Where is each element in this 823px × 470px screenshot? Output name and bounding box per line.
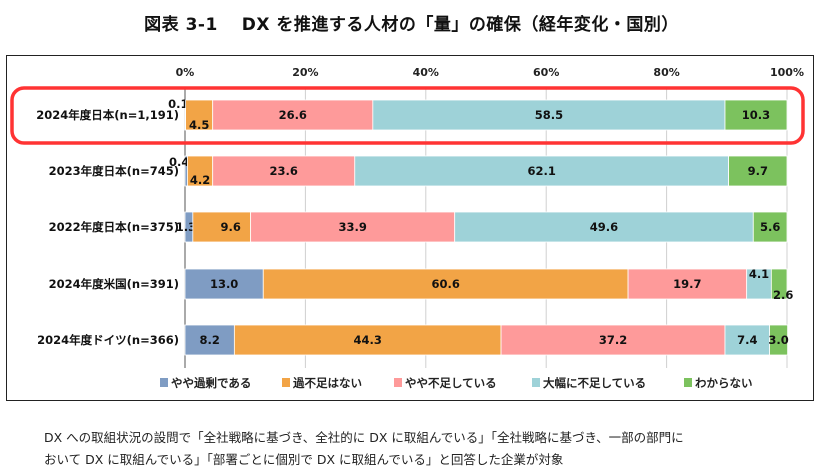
legend-label: 大幅に不足している <box>543 376 646 390</box>
x-tick-label: 40% <box>413 66 439 79</box>
bar-segment <box>724 324 770 356</box>
legend-swatch <box>394 378 402 387</box>
data-label: 4.5 <box>189 118 209 132</box>
footnote-line-2: おいて DX に取組んでいる」「部署ごとに個別で DX に取組んでいる」と回答し… <box>44 452 564 467</box>
bar-segment <box>627 268 748 300</box>
legend-swatch <box>282 378 290 387</box>
data-label: 49.6 <box>590 220 618 234</box>
category-label: 2024年度米国(n=391) <box>49 277 179 291</box>
bar-segment <box>184 324 235 356</box>
bar-segment <box>769 324 789 356</box>
bar-segment <box>184 268 264 300</box>
data-label: 62.1 <box>527 164 555 178</box>
bar-segment <box>212 155 356 187</box>
bar-segment <box>752 211 788 243</box>
data-label: 8.2 <box>199 333 219 347</box>
highlight-box <box>10 86 805 145</box>
bar-segment <box>746 268 772 300</box>
data-label: 19.7 <box>673 277 701 291</box>
data-label: 9.7 <box>748 164 768 178</box>
data-label: 2.6 <box>773 288 793 302</box>
category-label: 2024年度ドイツ(n=366) <box>37 333 179 347</box>
category-label: 2023年度日本(n=745) <box>49 164 179 178</box>
bar-segment <box>354 155 730 187</box>
data-label: 44.3 <box>354 333 382 347</box>
data-label: 1.3 <box>176 220 196 234</box>
data-label: 10.3 <box>742 108 770 122</box>
x-tick-label: 0% <box>176 66 195 79</box>
legend-swatch <box>684 378 692 387</box>
bar-segment <box>724 99 788 131</box>
legend-label: 過不足はない <box>292 376 362 390</box>
bar-segment <box>262 268 629 300</box>
legend-swatch <box>532 378 540 387</box>
bar-segment <box>185 99 214 131</box>
bar-segment <box>192 211 252 243</box>
bar-segment <box>728 155 788 187</box>
x-tick-label: 100% <box>770 66 804 79</box>
data-label: 26.6 <box>279 108 307 122</box>
figure-title: 図表 3-1 DX を推進する人材の「量」の確保（経年変化・国別） <box>144 15 679 35</box>
x-tick-label: 60% <box>533 66 559 79</box>
footnote-line-1: DX への取組状況の設問で「全社戦略に基づき、全社的に DX に取組んでいる」「… <box>44 430 684 445</box>
x-tick-label: 80% <box>653 66 679 79</box>
legend-label: やや不足している <box>405 376 497 390</box>
data-label: 4.1 <box>749 267 769 281</box>
data-label: 13.0 <box>210 277 238 291</box>
data-label: 23.6 <box>270 164 298 178</box>
data-label: 37.2 <box>599 333 627 347</box>
bar-segment <box>233 324 502 356</box>
legend-label: やや過剰である <box>171 376 251 390</box>
category-label: 2024年度日本(n=1,191) <box>36 108 179 122</box>
data-label: 60.6 <box>431 277 459 291</box>
data-label: 5.6 <box>760 220 780 234</box>
chart-frame <box>6 55 814 401</box>
data-label: 0.1 <box>168 97 188 111</box>
x-tick-label: 20% <box>292 66 318 79</box>
legend-swatch <box>160 378 168 387</box>
legend-label: わからない <box>695 376 753 390</box>
data-label: 3.0 <box>768 333 788 347</box>
data-label: 7.4 <box>737 333 757 347</box>
category-label: 2022年度日本(n=375) <box>49 220 179 234</box>
data-label: 58.5 <box>535 108 563 122</box>
bar-segment <box>250 211 456 243</box>
bar-segment <box>770 268 788 300</box>
data-label: 9.6 <box>221 220 241 234</box>
bar-segment <box>500 324 726 356</box>
data-label: 33.9 <box>338 220 366 234</box>
data-label: 4.2 <box>190 173 210 187</box>
data-label: 0.4 <box>169 155 189 169</box>
